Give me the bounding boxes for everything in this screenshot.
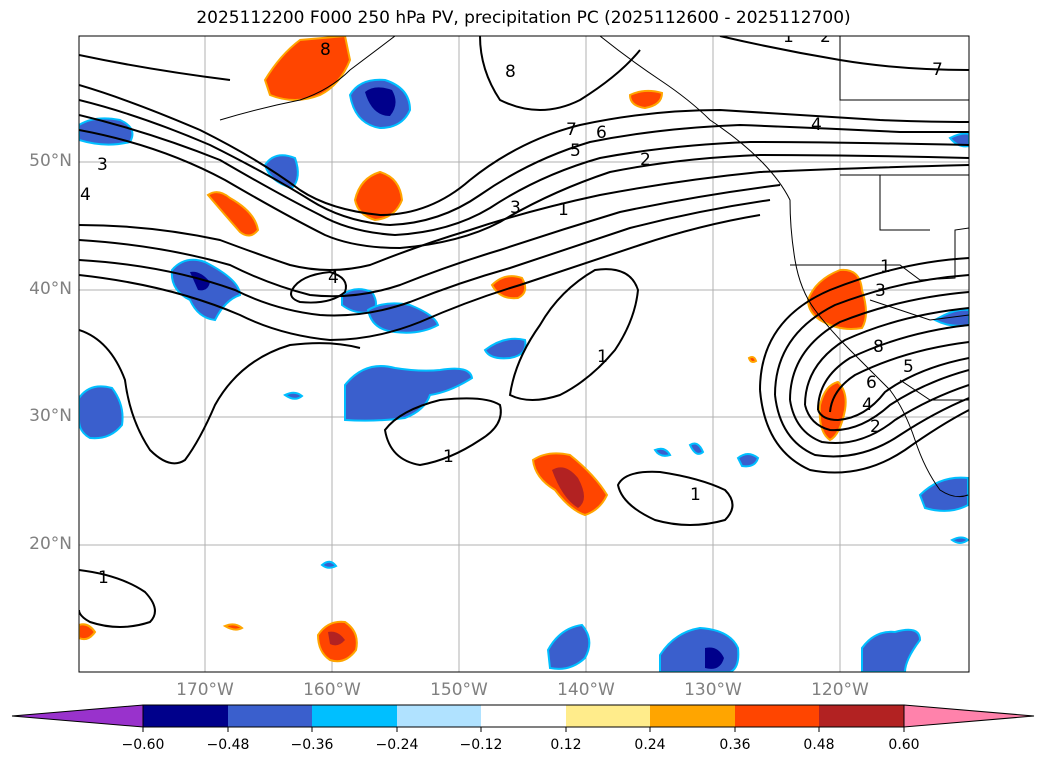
colorbar-segment [650,705,735,727]
contour-label: 3 [875,281,886,301]
contour-label: 5 [570,141,581,161]
lon-label: 140°W [557,680,615,700]
lat-label: 50°N [29,151,72,171]
contour-label: 8 [320,40,331,60]
colorbar-segment [819,705,904,727]
contour-label: 2 [820,27,831,47]
contour-label: 7 [566,120,577,140]
lat-label: 30°N [29,406,72,426]
colorbar-segment [228,705,312,727]
contour-label: 2 [640,150,651,170]
lon-label: 120°W [811,680,869,700]
trough-contours [759,257,969,474]
lat-label: 40°N [29,279,72,299]
colorbar-tick-label: −0.60 [121,737,165,753]
contour-labels: 8 7 6 5 4 3 2 1 3 4 1 1 1 1 7 8 4 1 3 8 … [80,27,943,588]
contour-label: 6 [866,373,877,393]
contour-label: 4 [80,185,91,205]
lon-label: 130°W [684,680,742,700]
colorbar-tick-label: 0.48 [803,737,835,753]
contour-label: 1 [783,27,794,47]
colorbar [11,704,1035,732]
contour-label: 1 [597,347,608,367]
map-title: 2025112200 F000 250 hPa PV, precipitatio… [196,8,851,28]
contour-label: 3 [510,198,521,218]
colorbar-extend-high [903,704,1035,728]
plot-frame [78,35,970,673]
contour-label: 1 [98,568,109,588]
colorbar-extend-low [11,704,144,728]
colorbar-tick-label: −0.48 [206,737,250,753]
contour-label: 3 [97,155,108,175]
colorbar-segment [481,705,566,727]
colorbar-tick-label: −0.36 [290,737,334,753]
contour-label: 7 [932,60,943,80]
colorbar-tick-label: 0.36 [719,737,751,753]
contour-label: 4 [328,268,339,288]
colorbar-segment [735,705,819,727]
lon-label: 170°W [176,680,234,700]
plot-area [79,36,969,672]
colorbar-segment [143,705,228,727]
contour-label: 1 [880,257,891,277]
contour-label: 2 [870,417,881,437]
colorbar-segment [566,705,650,727]
contour-label: 5 [903,357,914,377]
contour-label: 4 [811,115,822,135]
negative-anomaly-areas [79,78,969,672]
positive-anomaly-areas [79,36,867,663]
contour-label: 1 [558,200,569,220]
lon-label: 150°W [430,680,488,700]
colorbar-tick-label: 0.60 [888,737,920,753]
colorbar-tick-label: 0.12 [550,737,582,753]
contour-label: 6 [596,123,607,143]
contour-label: 8 [873,337,884,357]
contour-label: 1 [443,447,454,467]
colorbar-segment [397,705,481,727]
colorbar-segment [312,705,397,727]
colorbar-tick-label: 0.24 [634,737,666,753]
pv-contours [79,36,969,628]
contour-label: 4 [862,395,873,415]
colorbar-tick-label: −0.24 [375,737,419,753]
lat-label: 20°N [29,534,72,554]
lon-label: 160°W [303,680,361,700]
contour-label: 1 [690,485,701,505]
colorbar-tick-label: −0.12 [459,737,503,753]
contour-label: 8 [505,62,516,82]
